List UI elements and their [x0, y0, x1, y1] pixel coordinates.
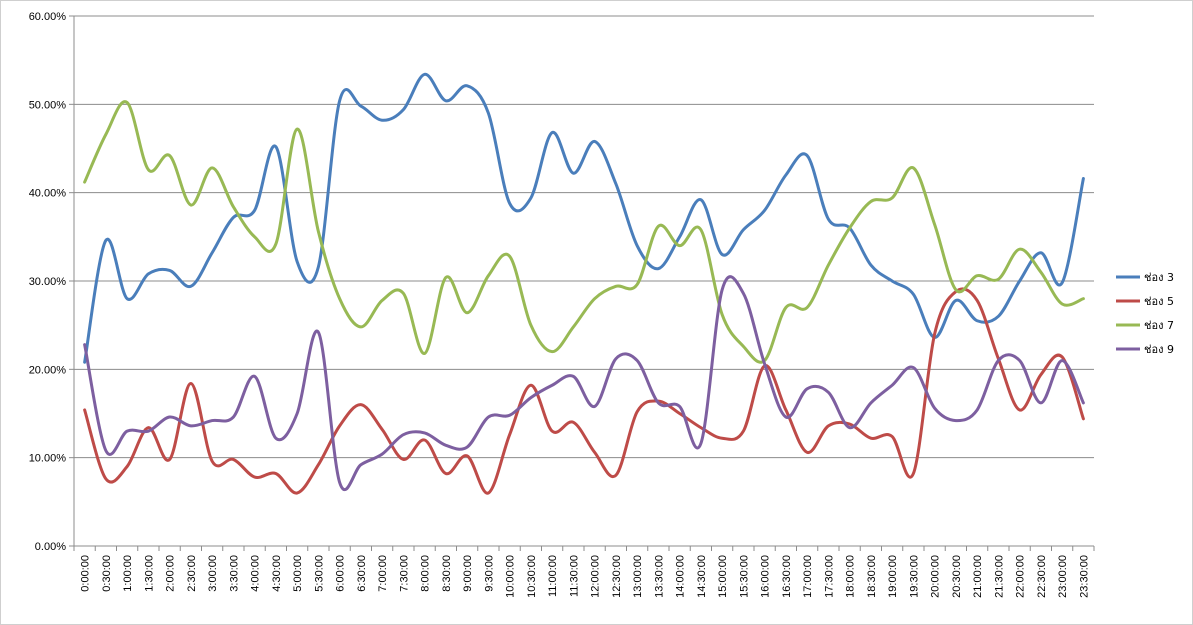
x-tick-label: 7:30:00: [398, 555, 410, 592]
x-tick-label: 7:00:00: [377, 555, 389, 592]
x-tick-label: 20:30:00: [951, 555, 963, 598]
x-tick-label: 2:00:00: [165, 555, 177, 592]
x-tick-label: 23:30:00: [1078, 555, 1090, 598]
x-tick-label: 17:30:00: [823, 555, 835, 598]
x-tick-label: 16:30:00: [781, 555, 793, 598]
y-tick-label: 20.00%: [29, 364, 67, 376]
x-tick-label: 4:30:00: [271, 555, 283, 592]
x-tick-label: 6:00:00: [335, 555, 347, 592]
series-line-1: [83, 72, 1085, 364]
x-tick-label: 5:00:00: [292, 555, 304, 592]
x-tick-label: 3:30:00: [228, 555, 240, 592]
x-tick-label: 14:00:00: [675, 555, 687, 598]
x-tick-label: 9:00:00: [462, 555, 474, 592]
x-tick-label: 16:00:00: [760, 555, 772, 598]
x-tick-label: 19:00:00: [887, 555, 899, 598]
x-tick-label: 6:30:00: [356, 555, 368, 592]
y-tick-label: 40.00%: [29, 188, 67, 200]
series-line-2: [83, 287, 1085, 495]
x-tick-label: 11:00:00: [547, 555, 559, 597]
legend: ช่อง 3 ช่อง 5 ช่อง 7 ช่อง 9: [1116, 271, 1174, 356]
x-tick-label: 0:00:00: [80, 555, 92, 592]
x-tick-label: 1:30:00: [143, 555, 155, 592]
series-line-3: [83, 100, 1085, 364]
x-tick-label: 10:00:00: [505, 555, 517, 598]
x-tick-label: 12:00:00: [590, 555, 602, 598]
x-tick-label: 22:30:00: [1036, 555, 1048, 598]
y-tick-label: 10.00%: [29, 453, 67, 465]
y-axis: 0.00% 10.00% 20.00% 30.00% 40.00% 50.00% 60.00…: [29, 11, 75, 553]
legend-label: ช่อง 5: [1144, 295, 1174, 308]
x-tick-label: 23:00:00: [1057, 555, 1069, 598]
x-tick-label: 3:00:00: [207, 555, 219, 592]
x-tick-label: 14:30:00: [696, 555, 708, 598]
x-tick-label: 13:00:00: [632, 555, 644, 598]
x-tick-label: 4:00:00: [250, 555, 262, 592]
x-tick-label: 8:30:00: [441, 555, 453, 592]
legend-label: ช่อง 3: [1144, 271, 1174, 284]
x-tick-label: 0:30:00: [101, 555, 113, 592]
y-tick-label: 60.00%: [29, 11, 67, 23]
x-tick-label: 11:30:00: [568, 555, 580, 597]
legend-label: ช่อง 9: [1144, 343, 1174, 356]
x-tick-label: 18:30:00: [866, 555, 878, 598]
y-tick-label: 30.00%: [29, 276, 67, 288]
y-tick-label: 50.00%: [29, 99, 67, 111]
x-tick-label: 13:30:00: [653, 555, 665, 598]
series-lines: [83, 72, 1085, 495]
x-tick-label: 12:30:00: [611, 555, 623, 598]
gridlines: [74, 15, 1094, 459]
legend-label: ช่อง 7: [1144, 319, 1174, 332]
x-tick-label: 21:00:00: [972, 555, 984, 598]
x-tick-label: 15:00:00: [717, 555, 729, 598]
x-tick-label: 17:00:00: [802, 555, 814, 598]
series-line-4: [83, 275, 1085, 492]
y-tick-label: 0.00%: [35, 541, 66, 553]
x-tick-label: 2:30:00: [186, 555, 198, 592]
x-tick-label: 5:30:00: [313, 555, 325, 592]
x-tick-label: 19:30:00: [908, 555, 920, 598]
x-axis: 0:00:00 0:30:00 1:00:00 1:30:00 2:00:00 2:30:…: [73, 545, 1095, 598]
x-tick-label: 20:00:00: [930, 555, 942, 598]
x-tick-label: 15:30:00: [738, 555, 750, 598]
x-tick-label: 21:30:00: [993, 555, 1005, 598]
x-tick-label: 8:00:00: [420, 555, 432, 592]
x-tick-label: 22:00:00: [1015, 555, 1027, 598]
x-tick-label: 10:30:00: [526, 555, 538, 598]
x-tick-label: 9:30:00: [483, 555, 495, 592]
x-tick-label: 18:00:00: [845, 555, 857, 598]
x-tick-label: 1:00:00: [122, 555, 134, 592]
